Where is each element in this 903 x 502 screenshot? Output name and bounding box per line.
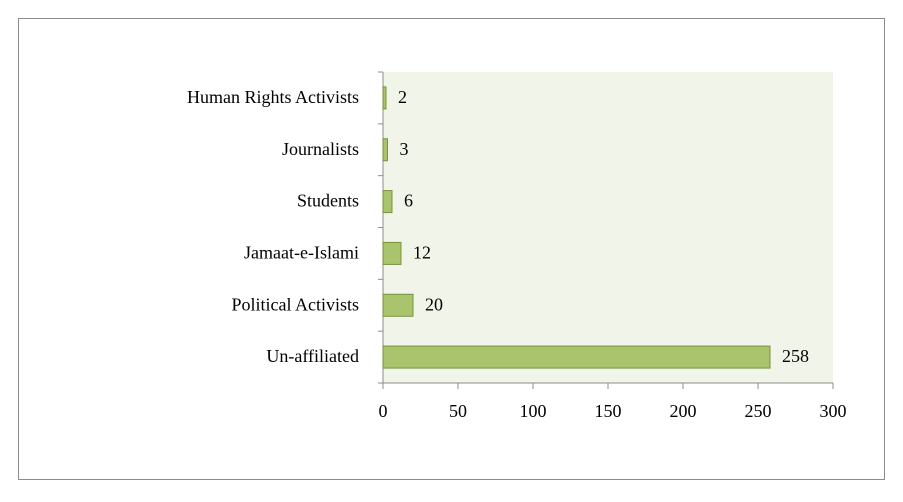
bar xyxy=(382,345,771,369)
bar xyxy=(382,86,387,110)
value-label: 12 xyxy=(413,243,431,263)
bar xyxy=(382,138,388,162)
bar xyxy=(382,190,393,214)
y-tick-label: Students xyxy=(297,191,359,211)
y-tick-label: Human Rights Activists xyxy=(187,87,359,107)
y-tick-label: Political Activists xyxy=(231,294,359,314)
bar xyxy=(382,241,402,265)
x-tick-label: 300 xyxy=(820,401,847,421)
x-tick-label: 100 xyxy=(520,401,547,421)
value-label: 3 xyxy=(400,139,409,159)
x-tick-label: 150 xyxy=(595,401,622,421)
value-label: 2 xyxy=(398,87,407,107)
plot-area xyxy=(383,72,833,383)
x-tick-label: 50 xyxy=(449,401,467,421)
y-tick-label: Un-affiliated xyxy=(266,346,359,366)
y-tick-label: Journalists xyxy=(282,139,359,159)
value-label: 20 xyxy=(425,294,443,314)
x-tick-label: 200 xyxy=(670,401,697,421)
y-tick-label: Jamaat-e-Islami xyxy=(244,243,359,263)
value-label: 258 xyxy=(782,346,809,366)
x-tick-label: 0 xyxy=(379,401,388,421)
value-label: 6 xyxy=(404,191,413,211)
bar xyxy=(382,293,414,317)
x-tick-label: 250 xyxy=(745,401,772,421)
